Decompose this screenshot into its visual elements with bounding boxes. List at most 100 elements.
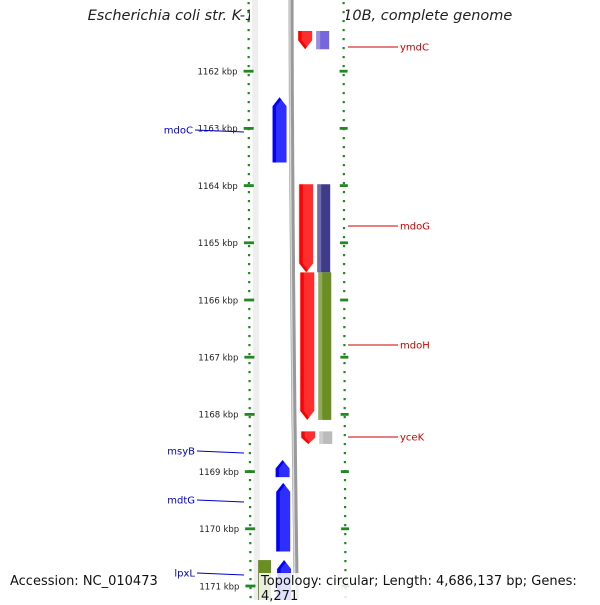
- rail-dot: [248, 272, 251, 275]
- rail-dot: [342, 209, 346, 212]
- rail-dot: [344, 569, 347, 572]
- ruler-tick-label: 1164 kbp: [198, 182, 238, 192]
- gene-label-msyb: msyB: [167, 447, 195, 458]
- rail-dot: [248, 371, 251, 374]
- gene-label-mdoh: mdoH: [400, 341, 430, 352]
- rail-dot: [247, 11, 250, 14]
- rail-dot: [248, 443, 251, 446]
- rail-dot: [247, 227, 251, 230]
- rail-dot: [247, 110, 250, 113]
- gene-arrow-mdoc-gloss: [276, 97, 291, 163]
- gene-label-mdtg: mdtG: [167, 496, 195, 507]
- ruler-major-tick-right: [339, 184, 348, 187]
- label-leader-lpxl: [196, 572, 245, 576]
- rail-dot: [247, 137, 250, 140]
- gene-arrow-mdog-gloss: [302, 184, 317, 273]
- gene-label-mdoc: mdoC: [164, 126, 193, 137]
- ruler-major-tick: [243, 241, 254, 245]
- rail-dot: [247, 164, 250, 167]
- gene-label-lpxl: lpxL: [174, 569, 195, 580]
- map-background: [250, 0, 346, 600]
- rail-dot: [248, 254, 251, 257]
- rail-dot: [342, 182, 345, 185]
- rail-dot: [343, 407, 346, 410]
- rail-dot: [342, 200, 346, 203]
- rail-dot: [248, 488, 252, 491]
- rail-dot: [342, 227, 346, 230]
- gene-arrow-mdtg-gloss: [279, 482, 294, 552]
- rail-dot: [248, 317, 251, 320]
- ruler-major-tick: [245, 527, 256, 531]
- rail-dot: [342, 92, 345, 95]
- rail-dot: [342, 137, 345, 140]
- rail-dot: [247, 155, 250, 158]
- rail-dot: [248, 461, 252, 464]
- rail-dot: [247, 236, 251, 239]
- rail-dot: [343, 254, 346, 257]
- rail-dot: [248, 452, 251, 455]
- rail-dot: [248, 326, 251, 329]
- rail-dot: [344, 524, 347, 527]
- ruler-major-tick: [245, 584, 256, 588]
- label-leader-mdoc: [194, 129, 245, 133]
- rail-dot: [342, 245, 346, 248]
- rail-dot: [248, 281, 251, 284]
- rail-dot: [247, 200, 251, 203]
- gene-label-ymdc: ymdC: [400, 43, 429, 54]
- ruler-tick-label: 1163 kbp: [198, 125, 238, 135]
- rail-dot: [248, 380, 251, 383]
- rail-dot: [249, 569, 252, 572]
- rail-dot: [342, 173, 345, 176]
- gene-labels: ymdC mdoC mdoG mdoH yceK msyB mdtG lpxL: [164, 43, 430, 580]
- gene-arrow-mdoc: [272, 97, 287, 163]
- rail-dot: [342, 83, 345, 86]
- rail-dot: [248, 425, 251, 428]
- gene-arrow-msyb: [275, 459, 290, 478]
- rail-dot: [248, 353, 251, 356]
- gene-arrow-ymdc: [298, 30, 313, 50]
- rail-dot: [343, 263, 346, 266]
- cog-bar-mdog: [317, 184, 331, 273]
- ruler-ticks: 1162 kbp 1163 kbp 1164 kbp 1165 kbp 1166 kbp…: [198, 2, 350, 599]
- rail-dot: [344, 542, 347, 545]
- rail-dot: [248, 389, 251, 392]
- rail-dot: [343, 362, 346, 365]
- rail-dot: [344, 515, 347, 518]
- rail-dot: [343, 353, 346, 356]
- ruler-major-tick-right: [339, 127, 348, 130]
- rail-dot: [342, 110, 345, 113]
- ruler-major-tick: [243, 127, 254, 130]
- rail-dot: [247, 146, 250, 149]
- rail-dot: [249, 515, 252, 518]
- rail-dot: [342, 20, 345, 23]
- rail-dot: [249, 560, 252, 563]
- rail-dot: [343, 398, 346, 401]
- rail-dot: [248, 497, 252, 500]
- rail-dot: [343, 335, 346, 338]
- ruler-major-tick: [244, 470, 255, 473]
- rail-dot: [247, 101, 250, 104]
- rail-dot: [343, 452, 346, 455]
- rail-dot: [249, 533, 252, 536]
- rail-dot: [344, 551, 347, 554]
- rail-dot: [248, 290, 251, 293]
- rail-dot: [343, 308, 346, 311]
- ruler-major-tick-right: [339, 69, 348, 73]
- rail-dot: [247, 20, 250, 23]
- rail-dot: [249, 524, 252, 527]
- rail-dot: [343, 371, 346, 374]
- rail-dot: [248, 398, 251, 401]
- rail-dot: [248, 335, 251, 338]
- rail-dot: [247, 173, 250, 176]
- rail-dot: [342, 155, 345, 158]
- rail-dot: [247, 38, 250, 41]
- rail-dot: [247, 74, 250, 77]
- rail-dot: [343, 443, 346, 446]
- rail-dot: [248, 308, 251, 311]
- ruler-tick-label: 1162 kbp: [198, 68, 238, 78]
- rail-dot: [342, 74, 345, 77]
- rail-dot: [249, 587, 252, 590]
- rail-dot: [248, 362, 251, 365]
- rail-dot: [343, 389, 346, 392]
